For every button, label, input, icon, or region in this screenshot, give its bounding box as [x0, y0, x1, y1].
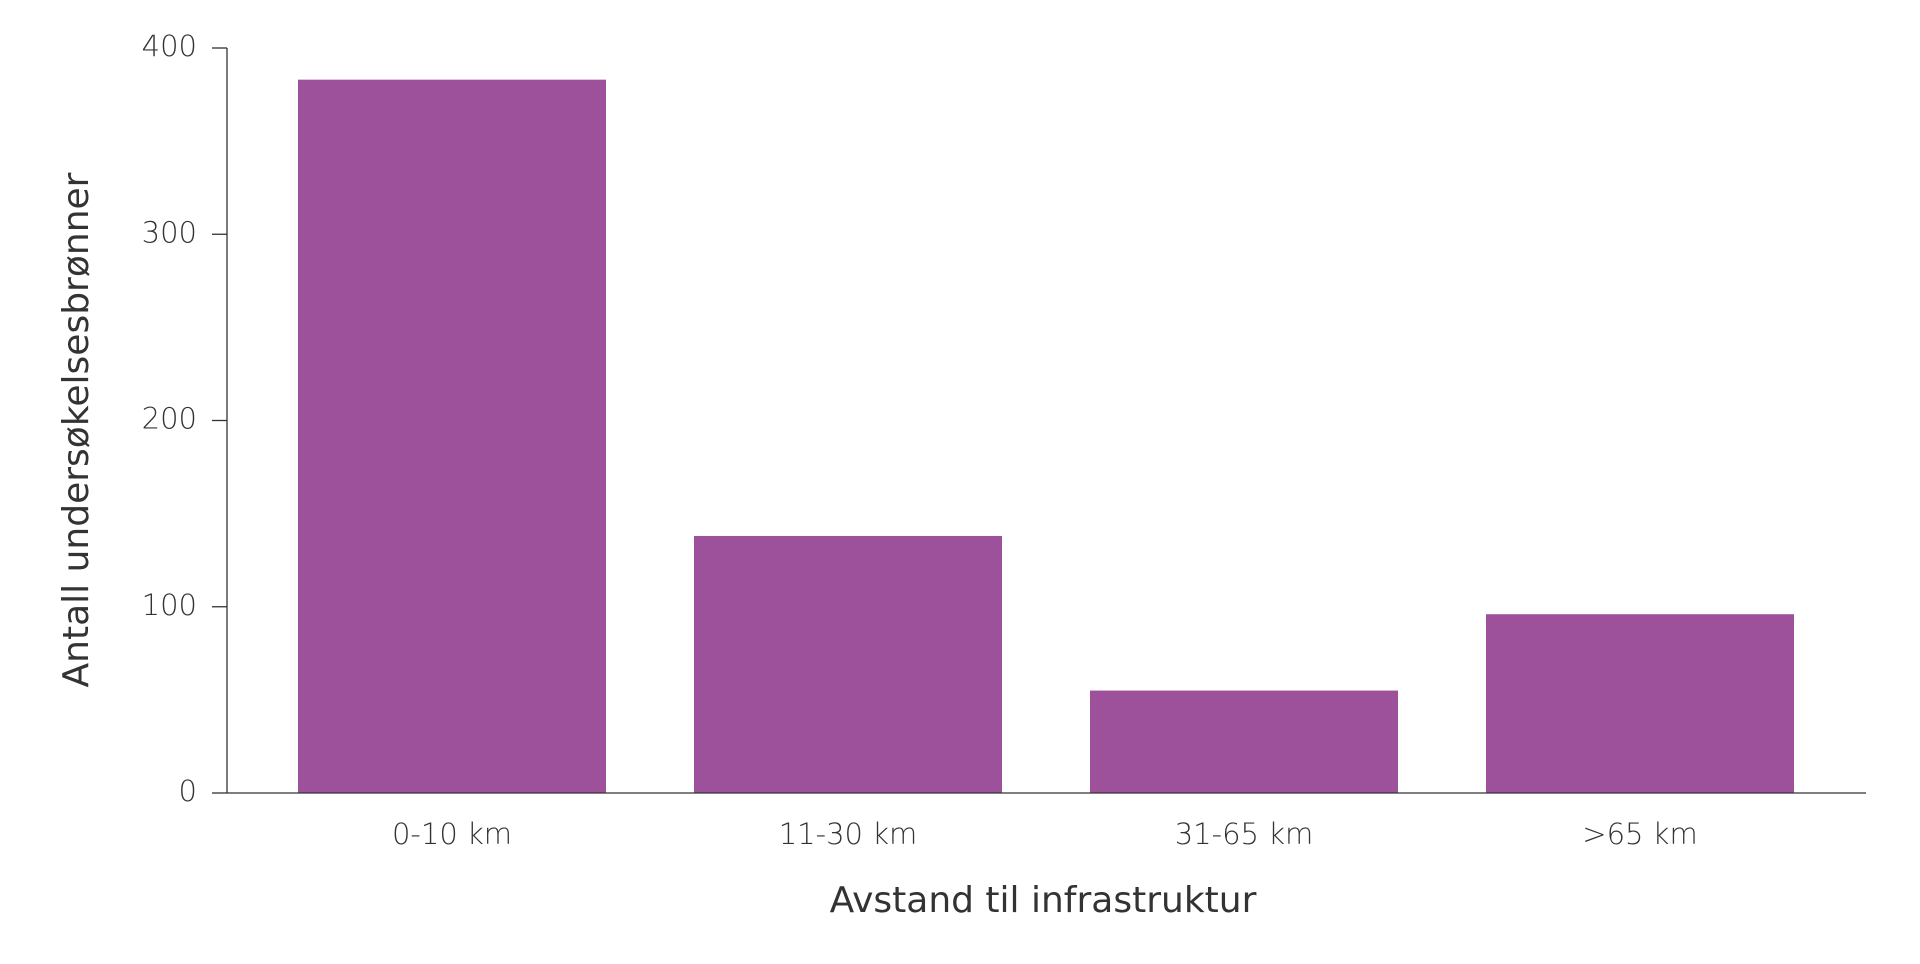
y-axis-title: Antall undersøkelsesbrønner	[56, 172, 97, 687]
bar	[1486, 614, 1794, 793]
y-tick-label: 200	[142, 402, 197, 436]
bar	[694, 535, 1002, 793]
bar	[298, 79, 606, 794]
x-tick-label: >65 km	[1582, 817, 1697, 851]
y-tick-label: 100	[142, 588, 197, 622]
x-tick-label: 11-30 km	[779, 817, 918, 851]
y-tick-label: 300	[142, 215, 197, 249]
x-axis-title: Avstand til infrastruktur	[830, 880, 1257, 921]
x-tick-label: 0-10 km	[392, 817, 512, 851]
y-tick-label: 0	[179, 774, 197, 808]
y-tick-label: 400	[142, 29, 197, 63]
x-tick-label: 31-65 km	[1175, 817, 1314, 851]
bar	[1090, 690, 1398, 793]
